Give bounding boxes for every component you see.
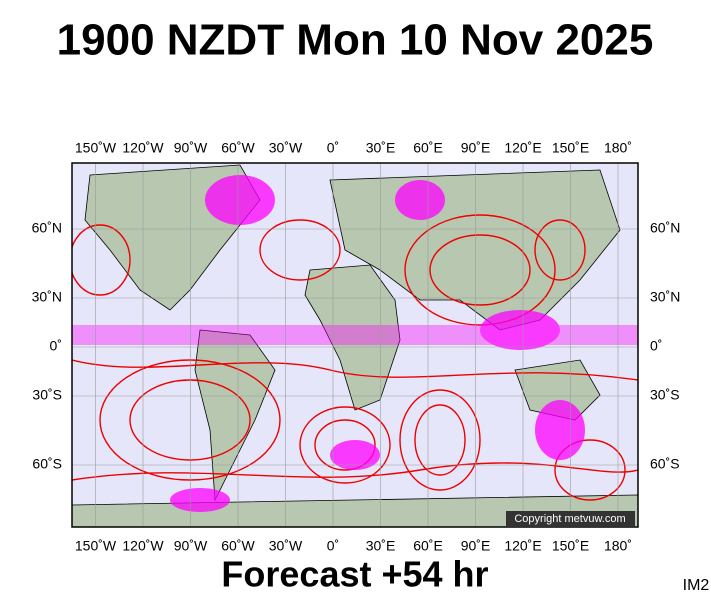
lon-label-bottom: 120˚E: [504, 538, 541, 554]
lat-label-right: 0˚: [650, 338, 662, 354]
lon-label-top: 30˚E: [366, 140, 396, 156]
lat-label-left: 30˚N: [32, 289, 62, 305]
lat-label-left: 60˚N: [32, 220, 62, 236]
lon-label-top: 60˚W: [221, 140, 255, 156]
africa: [304, 264, 401, 411]
lon-label-top: 60˚E: [413, 140, 443, 156]
lon-label-bottom: 0˚: [327, 538, 339, 554]
lon-label-top: 120˚E: [504, 140, 541, 156]
lon-label-top: 90˚E: [461, 140, 491, 156]
lon-label-top: 90˚W: [174, 140, 208, 156]
lon-label-bottom: 120˚W: [122, 538, 164, 554]
lon-label-top: 0˚: [327, 140, 339, 156]
lon-label-bottom: 150˚E: [552, 538, 589, 554]
lon-label-bottom: 60˚E: [413, 538, 443, 554]
lat-label-right: 60˚N: [650, 220, 680, 236]
lat-label-right: 30˚N: [650, 289, 680, 305]
precipitation: [72, 175, 638, 512]
lat-label-right: 60˚S: [650, 456, 680, 472]
lat-label-right: 30˚S: [650, 387, 680, 403]
lat-label-left: 60˚S: [32, 456, 62, 472]
lat-label-left: 0˚: [50, 338, 62, 354]
south-america: [194, 329, 276, 502]
lat-label-left: 30˚S: [32, 387, 62, 403]
forecast-label: Forecast +54 hr: [221, 554, 488, 595]
map-border: [71, 162, 639, 528]
lon-label-top: 120˚W: [122, 140, 164, 156]
lon-label-bottom: 30˚E: [366, 538, 396, 554]
lon-label-bottom: 60˚W: [221, 538, 255, 554]
lon-label-bottom: 150˚W: [75, 538, 117, 554]
lon-label-bottom: 180˚: [604, 538, 632, 554]
lon-label-top: 150˚W: [75, 140, 117, 156]
image-id: IM2: [683, 577, 710, 594]
copyright-box: [506, 511, 635, 526]
lon-label-top: 180˚: [604, 140, 632, 156]
copyright: Copyright metvuw.com: [514, 513, 625, 525]
map-content: [72, 164, 638, 527]
lon-label-bottom: 30˚W: [269, 538, 303, 554]
graticule: [72, 163, 638, 527]
australia: [514, 359, 601, 421]
lon-label-top: 150˚E: [552, 140, 589, 156]
title: 1900 NZDT Mon 10 Nov 2025: [57, 16, 654, 65]
map-frame: Copyright metvuw.com: [71, 162, 639, 528]
lon-label-bottom: 90˚W: [174, 538, 208, 554]
isobars: [72, 214, 638, 501]
lon-label-top: 30˚W: [269, 140, 303, 156]
lon-label-bottom: 90˚E: [461, 538, 491, 554]
